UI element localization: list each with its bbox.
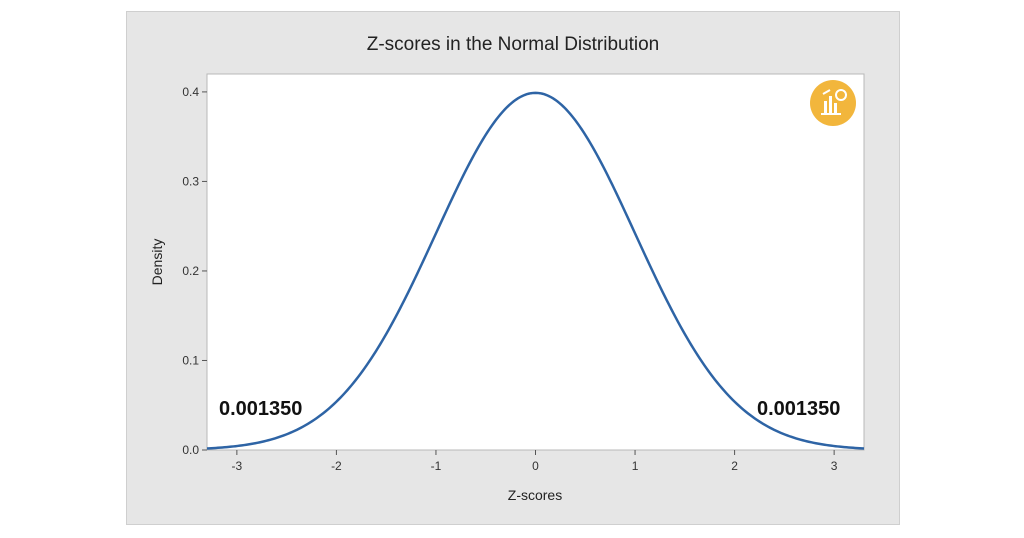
x-tick-label: 0 bbox=[532, 459, 539, 473]
x-tick-label: 1 bbox=[632, 459, 639, 473]
y-tick-label: 0.1 bbox=[182, 353, 199, 367]
x-tick-label: 3 bbox=[831, 459, 838, 473]
density-curve bbox=[206, 91, 865, 450]
logo-icon bbox=[810, 80, 856, 126]
y-axis-label: Density bbox=[149, 239, 165, 286]
chart-title: Z-scores in the Normal Distribution bbox=[366, 34, 660, 55]
y-tick-label: 0.4 bbox=[182, 85, 199, 99]
x-tick-label: 2 bbox=[731, 459, 738, 473]
y-tick-label: 0.0 bbox=[182, 443, 199, 457]
x-tick-label: -3 bbox=[232, 459, 243, 473]
x-tick-label: -1 bbox=[431, 459, 442, 473]
right-tail-annotation: 0.001350 bbox=[757, 398, 840, 420]
plot-area bbox=[206, 73, 865, 451]
x-axis-label: Z-scores bbox=[508, 487, 562, 503]
y-tick-label: 0.3 bbox=[182, 174, 199, 188]
left-tail-annotation: 0.001350 bbox=[219, 398, 302, 420]
y-tick-label: 0.2 bbox=[182, 264, 199, 278]
axes: -3 -2 -1 0 1 2 3 0.0 0.1 0.2 0.3 0.4 bbox=[182, 85, 837, 473]
x-tick-label: -2 bbox=[331, 459, 342, 473]
